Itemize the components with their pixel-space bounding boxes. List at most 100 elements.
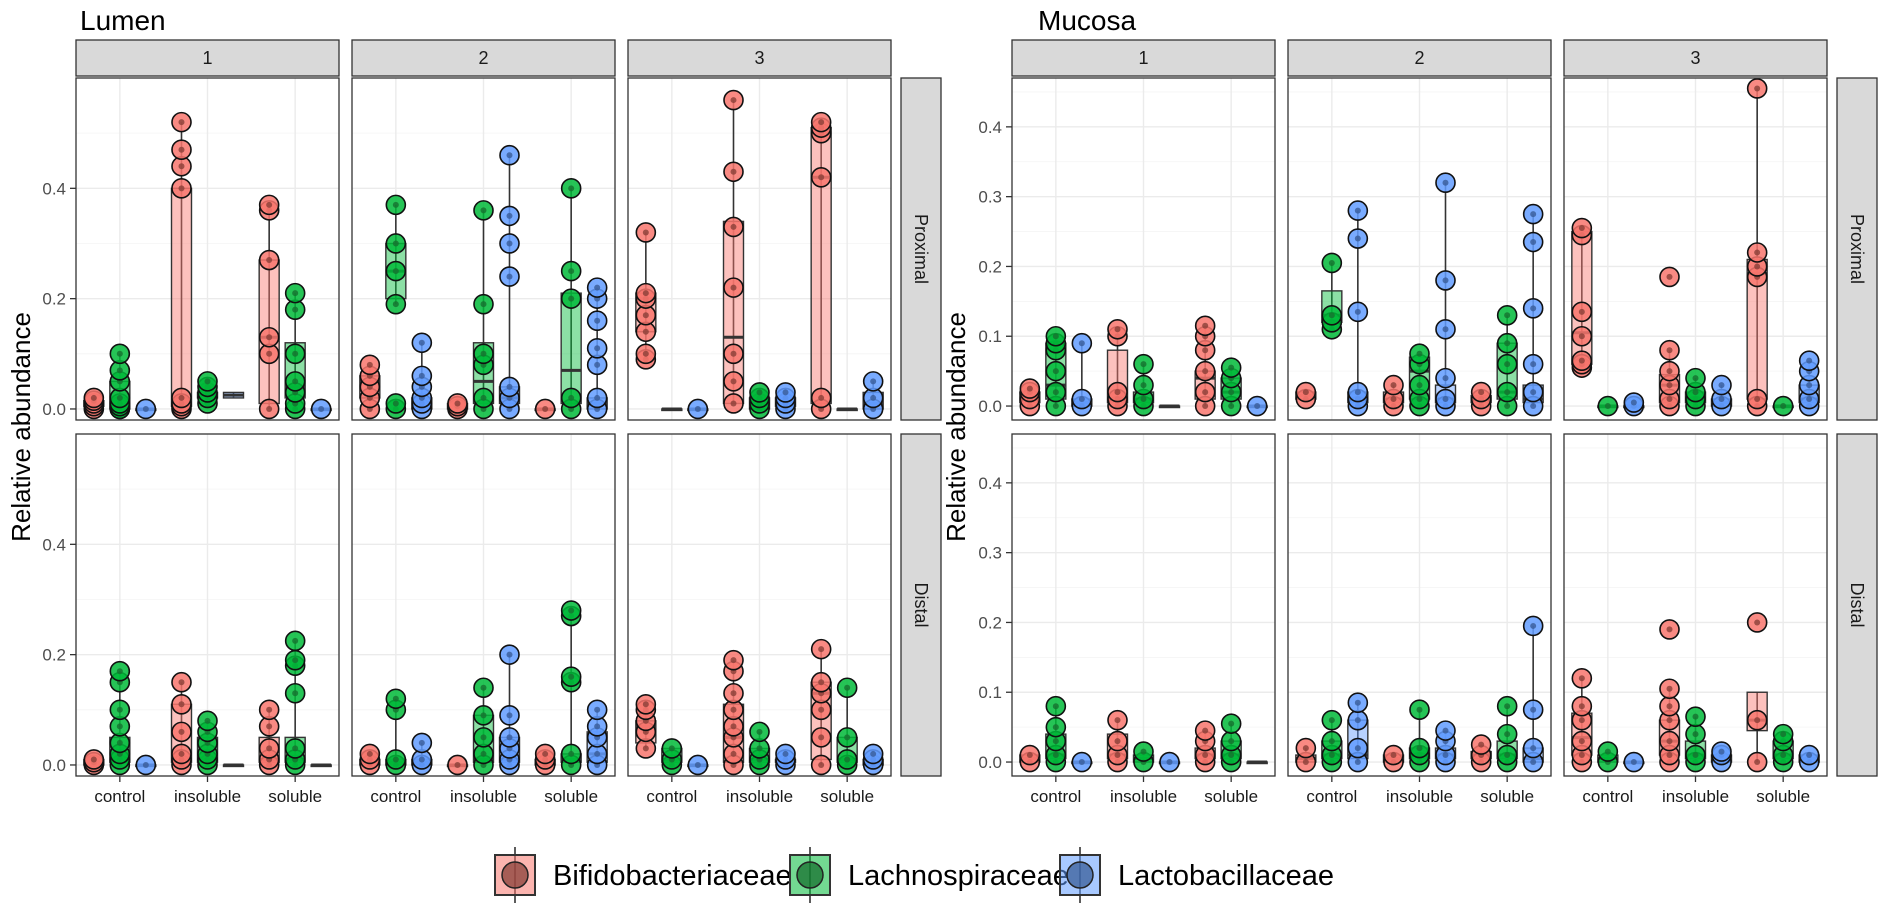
data-point-core xyxy=(1530,305,1537,312)
facet-panel-mucosa-1-proximal xyxy=(1011,77,1276,421)
facet-strip-row xyxy=(1836,77,1878,421)
data-point-core xyxy=(1578,717,1585,724)
panel-border xyxy=(1563,77,1828,421)
data-point-core xyxy=(1630,399,1637,406)
data-point-core xyxy=(1692,752,1699,759)
facet-strip-row-label: Distal xyxy=(1847,582,1867,627)
data-point-core xyxy=(480,734,487,741)
data-point-core xyxy=(1302,745,1309,752)
data-point-core xyxy=(1390,396,1397,403)
data-point-core xyxy=(318,405,325,412)
data-point-core xyxy=(506,383,513,390)
data-point-core xyxy=(178,701,185,708)
data-point-core xyxy=(392,756,399,763)
data-point-core xyxy=(1666,382,1673,389)
data-point-core xyxy=(1666,703,1673,710)
legend-key-point xyxy=(501,861,529,889)
data-point-core xyxy=(1302,759,1309,766)
data-point-core xyxy=(594,723,601,730)
data-point-core xyxy=(116,739,123,746)
x-tick-label: soluble xyxy=(820,787,874,806)
data-point-core xyxy=(292,637,299,644)
data-point-core xyxy=(1302,389,1309,396)
data-point-core xyxy=(1052,403,1059,410)
panel-border xyxy=(1011,77,1276,421)
data-point-core xyxy=(1202,347,1209,354)
data-point-core xyxy=(1228,752,1235,759)
data-point-core xyxy=(292,745,299,752)
data-point-core xyxy=(594,394,601,401)
data-point-core xyxy=(1806,382,1813,389)
data-point-core xyxy=(818,734,825,741)
data-point-core xyxy=(204,378,211,385)
data-point-core xyxy=(730,690,737,697)
data-point-core xyxy=(1692,375,1699,382)
facet-strip-row xyxy=(900,77,942,421)
data-point-core xyxy=(1666,347,1673,354)
facet-panel-lumen-3-distal xyxy=(627,433,892,777)
data-point-core xyxy=(1114,326,1121,333)
data-point-core xyxy=(266,334,273,341)
data-point-core xyxy=(1754,263,1761,270)
data-point-core xyxy=(1026,385,1033,392)
data-point-core xyxy=(870,378,877,385)
data-point-core xyxy=(1442,326,1449,333)
data-point-core xyxy=(1604,403,1611,410)
data-point-core xyxy=(1202,322,1209,329)
data-point-core xyxy=(818,394,825,401)
box-iqr xyxy=(170,187,193,407)
data-point-core xyxy=(1328,717,1335,724)
facet-strip-label: 3 xyxy=(1690,48,1700,68)
data-point-core xyxy=(1114,717,1121,724)
data-point-core xyxy=(292,657,299,664)
data-point-core xyxy=(568,268,575,275)
data-point-core xyxy=(1052,389,1059,396)
data-point-core xyxy=(392,268,399,275)
legend-label: Bifidobacteriaceae xyxy=(553,860,792,892)
data-point-core xyxy=(1228,364,1235,371)
data-point-core xyxy=(116,367,123,374)
facet-panel-lumen-1-distal xyxy=(75,433,340,777)
facet-panel-mucosa-2-distal xyxy=(1287,433,1552,777)
data-point-core xyxy=(1692,731,1699,738)
y-tick-label: 0.4 xyxy=(978,474,1002,493)
data-point-core xyxy=(782,389,789,396)
panel-border xyxy=(1287,77,1552,421)
panel-border xyxy=(75,77,340,421)
facet-strip-row xyxy=(900,433,942,777)
data-point-core xyxy=(1578,752,1585,759)
data-point-core xyxy=(1692,389,1699,396)
data-point-core xyxy=(594,706,601,713)
data-point-core xyxy=(204,717,211,724)
data-point-core xyxy=(1530,389,1537,396)
data-point-core xyxy=(506,273,513,280)
data-point-core xyxy=(730,223,737,230)
data-point-core xyxy=(1328,738,1335,745)
x-tick-label: insoluble xyxy=(174,787,241,806)
data-point-core xyxy=(568,185,575,192)
data-point-core xyxy=(756,728,763,735)
data-point-core xyxy=(1166,759,1173,766)
data-point-core xyxy=(1140,748,1147,755)
panel-border xyxy=(627,77,892,421)
data-point-core xyxy=(1666,685,1673,692)
data-point-core xyxy=(1780,731,1787,738)
y-tick-label: 0.4 xyxy=(42,535,66,554)
facet-panel-lumen-2-proximal xyxy=(351,77,616,421)
data-point-core xyxy=(392,201,399,208)
data-point-core xyxy=(1416,396,1423,403)
data-point-core xyxy=(568,750,575,757)
y-tick-label: 0.2 xyxy=(42,290,66,309)
x-tick-label: soluble xyxy=(1480,787,1534,806)
data-point-core xyxy=(1416,706,1423,713)
data-point-core xyxy=(1442,752,1449,759)
data-point-core xyxy=(844,756,851,763)
data-point-core xyxy=(1578,225,1585,232)
data-point-core xyxy=(1354,717,1361,724)
data-point-core xyxy=(1666,738,1673,745)
data-point-core xyxy=(1666,273,1673,280)
facet-strip-label: 2 xyxy=(1414,48,1424,68)
data-point-core xyxy=(1806,396,1813,403)
legend-key-point xyxy=(1066,861,1094,889)
